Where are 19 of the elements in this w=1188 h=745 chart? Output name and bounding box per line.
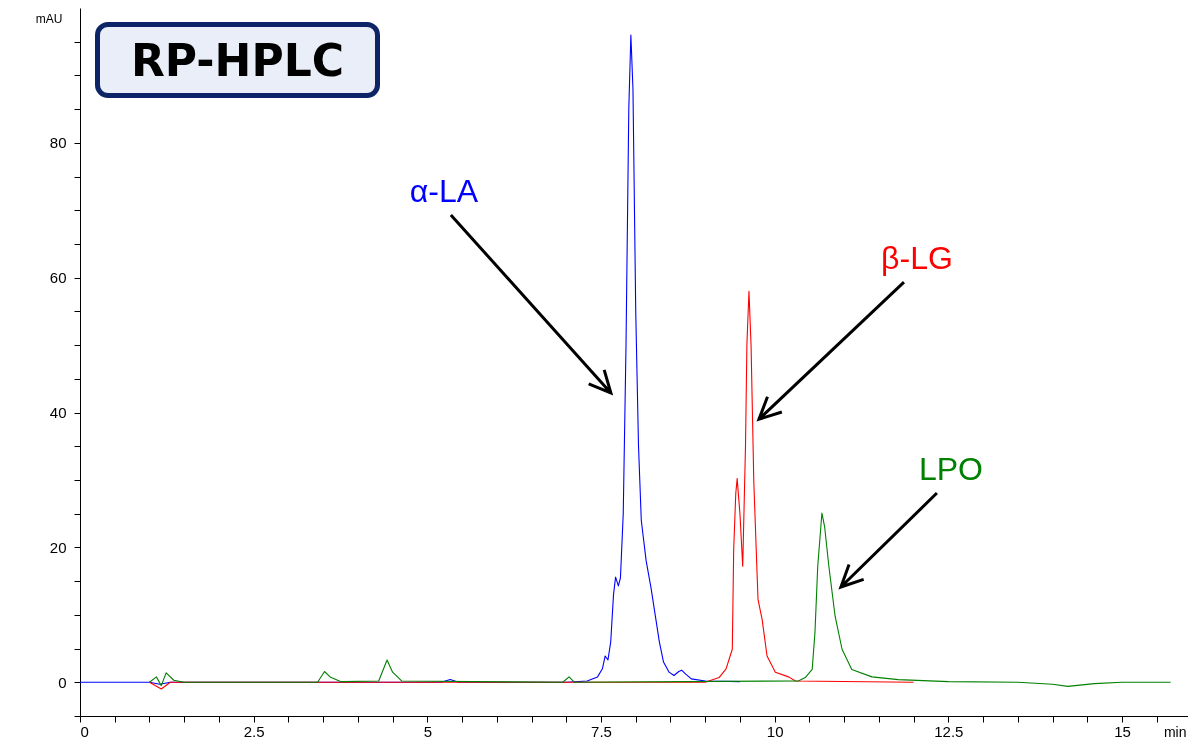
- x-axis-title: min: [1163, 723, 1187, 740]
- y-axis-title: mAU: [35, 11, 63, 26]
- text: β-LG: [881, 240, 953, 277]
- y-tick-label: 40: [49, 404, 67, 422]
- x-tick-label: 0: [80, 722, 89, 740]
- y-tick-label: 0: [58, 673, 67, 691]
- x-tick-label: 15: [1114, 722, 1131, 740]
- y-tick-label: 80: [49, 134, 67, 152]
- x-tick-label: 7.5: [591, 722, 612, 740]
- text: RP-HPLC: [95, 22, 380, 98]
- x-tick-label: 12.5: [934, 722, 964, 740]
- y-tick-label: 60: [49, 269, 67, 287]
- text: LPO: [918, 451, 983, 488]
- y-tick-label: 20: [49, 538, 67, 556]
- x-tick-label: 5: [423, 722, 433, 740]
- line-series: [148, 512, 1172, 687]
- x-tick-label: 10: [766, 722, 784, 740]
- x-tick-label: 2.5: [243, 722, 265, 740]
- text: α-LA: [409, 172, 479, 209]
